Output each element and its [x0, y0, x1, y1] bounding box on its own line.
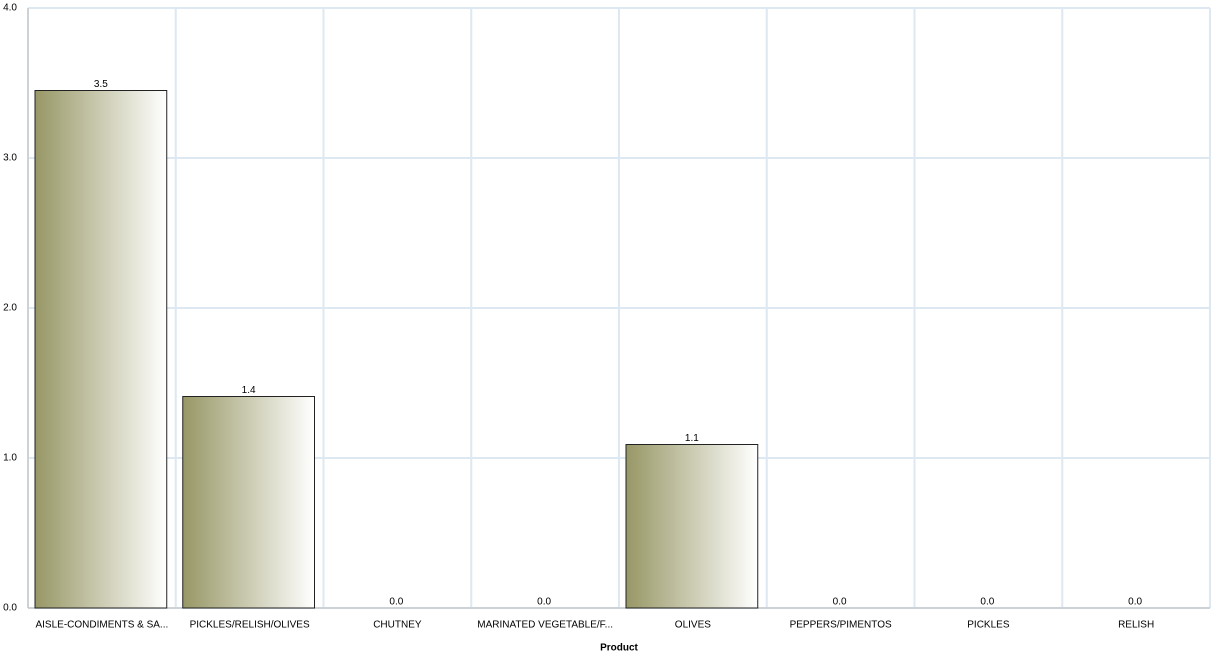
y-tick-label: 2.0	[3, 303, 17, 314]
value-label: 1.4	[242, 385, 256, 396]
y-tick-label: 3.0	[3, 153, 17, 164]
x-tick-label: MARINATED VEGETABLE/F...	[477, 620, 613, 631]
value-label: 0.0	[980, 597, 994, 608]
x-tick-label: PICKLES	[967, 620, 1010, 631]
value-label: 3.5	[94, 79, 108, 90]
y-tick-label: 1.0	[3, 453, 17, 464]
x-tick-label: PEPPERS/PIMENTOS	[790, 620, 892, 631]
y-tick-label: 4.0	[3, 3, 17, 14]
value-label: 0.0	[537, 597, 551, 608]
bar	[625, 444, 759, 609]
value-label: 0.0	[389, 597, 403, 608]
y-tick-label: 0.0	[3, 603, 17, 614]
value-label: 0.0	[833, 597, 847, 608]
x-tick-label: RELISH	[1118, 620, 1154, 631]
x-tick-label: PICKLES/RELISH/OLIVES	[190, 620, 310, 631]
x-tick-label: CHUTNEY	[373, 620, 422, 631]
bar	[182, 396, 315, 609]
x-tick-label: AISLE-CONDIMENTS & SA...	[35, 620, 168, 631]
x-axis-title: Product	[600, 643, 638, 654]
value-label: 1.1	[685, 433, 699, 444]
bar	[34, 90, 168, 609]
x-tick-label: OLIVES	[675, 620, 711, 631]
value-label: 0.0	[1128, 597, 1142, 608]
